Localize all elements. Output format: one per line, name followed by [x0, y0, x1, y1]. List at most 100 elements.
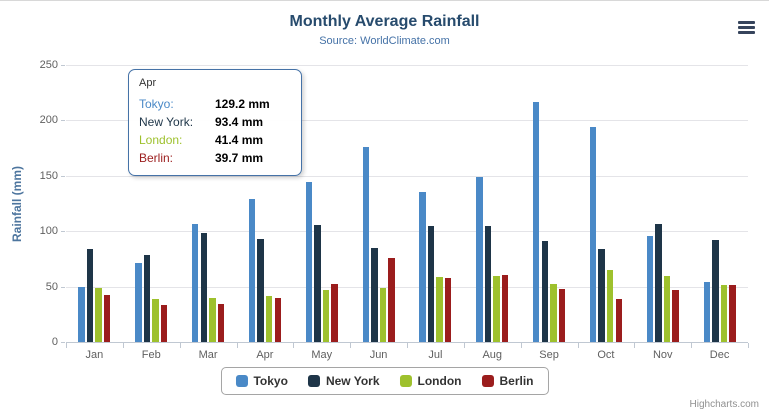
tooltip-series-value: 129.2 mm [215, 97, 270, 111]
column-berlin-sep[interactable] [558, 289, 566, 342]
x-axis-label: Apr [256, 349, 274, 361]
column-berlin-aug[interactable] [501, 275, 509, 342]
tooltip-series-value: 39.7 mm [215, 151, 264, 165]
tooltip-series-value: 93.4 mm [215, 115, 264, 129]
credits-link[interactable]: Highcharts.com [689, 399, 759, 410]
y-axis-tick [61, 120, 65, 122]
legend-label: Tokyo [253, 374, 288, 388]
column-berlin-may[interactable] [331, 283, 338, 342]
x-axis-label: Dec [709, 349, 730, 361]
x-axis-tick [691, 343, 693, 348]
column-berlin-nov[interactable] [672, 290, 679, 342]
legend-symbol [235, 375, 248, 387]
legend-item-new-york[interactable]: New York [307, 374, 380, 388]
legend: Tokyo New York London Berlin [220, 367, 549, 395]
x-axis-tick [293, 343, 295, 348]
column-tokyo-oct[interactable] [589, 126, 597, 342]
y-axis-tick [61, 65, 65, 66]
x-axis-label: Oct [597, 349, 615, 361]
column-berlin-jul[interactable] [445, 278, 452, 342]
column-london-sep[interactable] [550, 283, 557, 342]
column-tokyo-jan[interactable] [78, 286, 85, 342]
column-new-york-may[interactable] [314, 224, 321, 342]
x-axis-label: Mar [198, 349, 218, 361]
x-axis-tick [407, 343, 408, 348]
tooltip-header: Apr [139, 77, 157, 89]
column-new-york-jul[interactable] [427, 225, 435, 342]
chart-subtitle: Source: WorldClimate.com [319, 35, 450, 47]
column-london-feb[interactable] [152, 299, 159, 342]
column-new-york-jun[interactable] [371, 248, 378, 342]
x-axis-tick [66, 343, 67, 348]
column-berlin-dec[interactable] [729, 285, 736, 342]
column-tokyo-feb[interactable] [135, 262, 142, 342]
legend-item-berlin[interactable]: Berlin [481, 374, 534, 388]
y-axis-label: 250 [39, 59, 58, 71]
column-berlin-feb[interactable] [160, 305, 168, 342]
column-berlin-jun[interactable] [388, 258, 395, 342]
column-london-jun[interactable] [379, 288, 387, 342]
tooltip-rows: Tokyo: 129.2 mm New York: 93.4 mm London: 41.… [139, 95, 291, 167]
column-new-york-mar[interactable] [200, 232, 207, 342]
y-axis-label: 100 [39, 225, 58, 238]
column-new-york-feb[interactable] [143, 254, 151, 342]
y-axis-label: 50 [45, 280, 58, 293]
plot-area [66, 65, 748, 343]
tooltip-series-name: Tokyo: [139, 97, 174, 111]
legend-item-tokyo[interactable]: Tokyo [235, 374, 288, 388]
column-new-york-sep[interactable] [541, 240, 548, 342]
column-tokyo-nov[interactable] [646, 236, 654, 342]
column-berlin-oct[interactable] [615, 298, 622, 342]
y-axis-tick [61, 231, 65, 233]
gridline [66, 286, 748, 288]
x-axis-label: Sep [539, 349, 559, 361]
column-new-york-dec[interactable] [712, 239, 719, 342]
column-tokyo-may[interactable] [305, 182, 313, 342]
x-axis-tick [179, 343, 181, 348]
legend-item-london[interactable]: London [399, 374, 462, 388]
x-axis-tick [236, 343, 238, 348]
column-london-mar[interactable] [209, 298, 216, 342]
export-menu-icon[interactable] [738, 19, 755, 36]
tooltip-series-name: New York: [139, 115, 194, 129]
gridline [66, 65, 748, 66]
column-new-york-nov[interactable] [655, 223, 662, 342]
column-tokyo-apr[interactable] [248, 198, 256, 342]
column-new-york-oct[interactable] [598, 249, 605, 342]
tooltip: Apr Tokyo: 129.2 mm New York: 93.4 mm London… [128, 69, 302, 176]
column-tokyo-jun[interactable] [362, 147, 369, 342]
legend-symbol [307, 375, 320, 387]
y-axis-label: 0 [51, 336, 58, 348]
column-new-york-jan[interactable] [86, 249, 94, 342]
column-london-apr[interactable] [265, 296, 273, 342]
column-berlin-jan[interactable] [104, 295, 111, 342]
column-berlin-mar[interactable] [217, 303, 225, 342]
column-tokyo-sep[interactable] [533, 102, 540, 342]
column-tokyo-jul[interactable] [419, 191, 426, 342]
tooltip-row: New York: 93.4 mm [139, 113, 291, 131]
x-axis-label: Aug [482, 349, 503, 361]
column-berlin-apr[interactable] [274, 298, 281, 342]
y-axis-tick [61, 286, 65, 288]
column-london-nov[interactable] [663, 276, 671, 342]
legend-symbol [481, 375, 494, 387]
column-tokyo-mar[interactable] [192, 224, 199, 342]
tooltip-series-name: London: [139, 133, 183, 147]
column-london-dec[interactable] [720, 285, 728, 342]
column-london-jul[interactable] [436, 276, 443, 342]
column-london-oct[interactable] [606, 269, 614, 342]
column-tokyo-aug[interactable] [476, 177, 483, 342]
column-london-aug[interactable] [493, 275, 500, 342]
gridline [66, 120, 748, 122]
y-axis-title-wrap: Rainfall (mm) [6, 65, 28, 342]
x-axis-label: Jan [85, 349, 104, 361]
column-new-york-apr[interactable] [257, 238, 264, 342]
column-london-may[interactable] [322, 289, 330, 342]
gridline [66, 175, 748, 177]
tooltip-row: Tokyo: 129.2 mm [139, 95, 291, 113]
column-tokyo-dec[interactable] [703, 281, 710, 342]
column-new-york-aug[interactable] [484, 226, 492, 342]
x-axis-label: Jun [369, 349, 388, 361]
gridline [66, 231, 748, 233]
column-london-jan[interactable] [95, 287, 102, 342]
